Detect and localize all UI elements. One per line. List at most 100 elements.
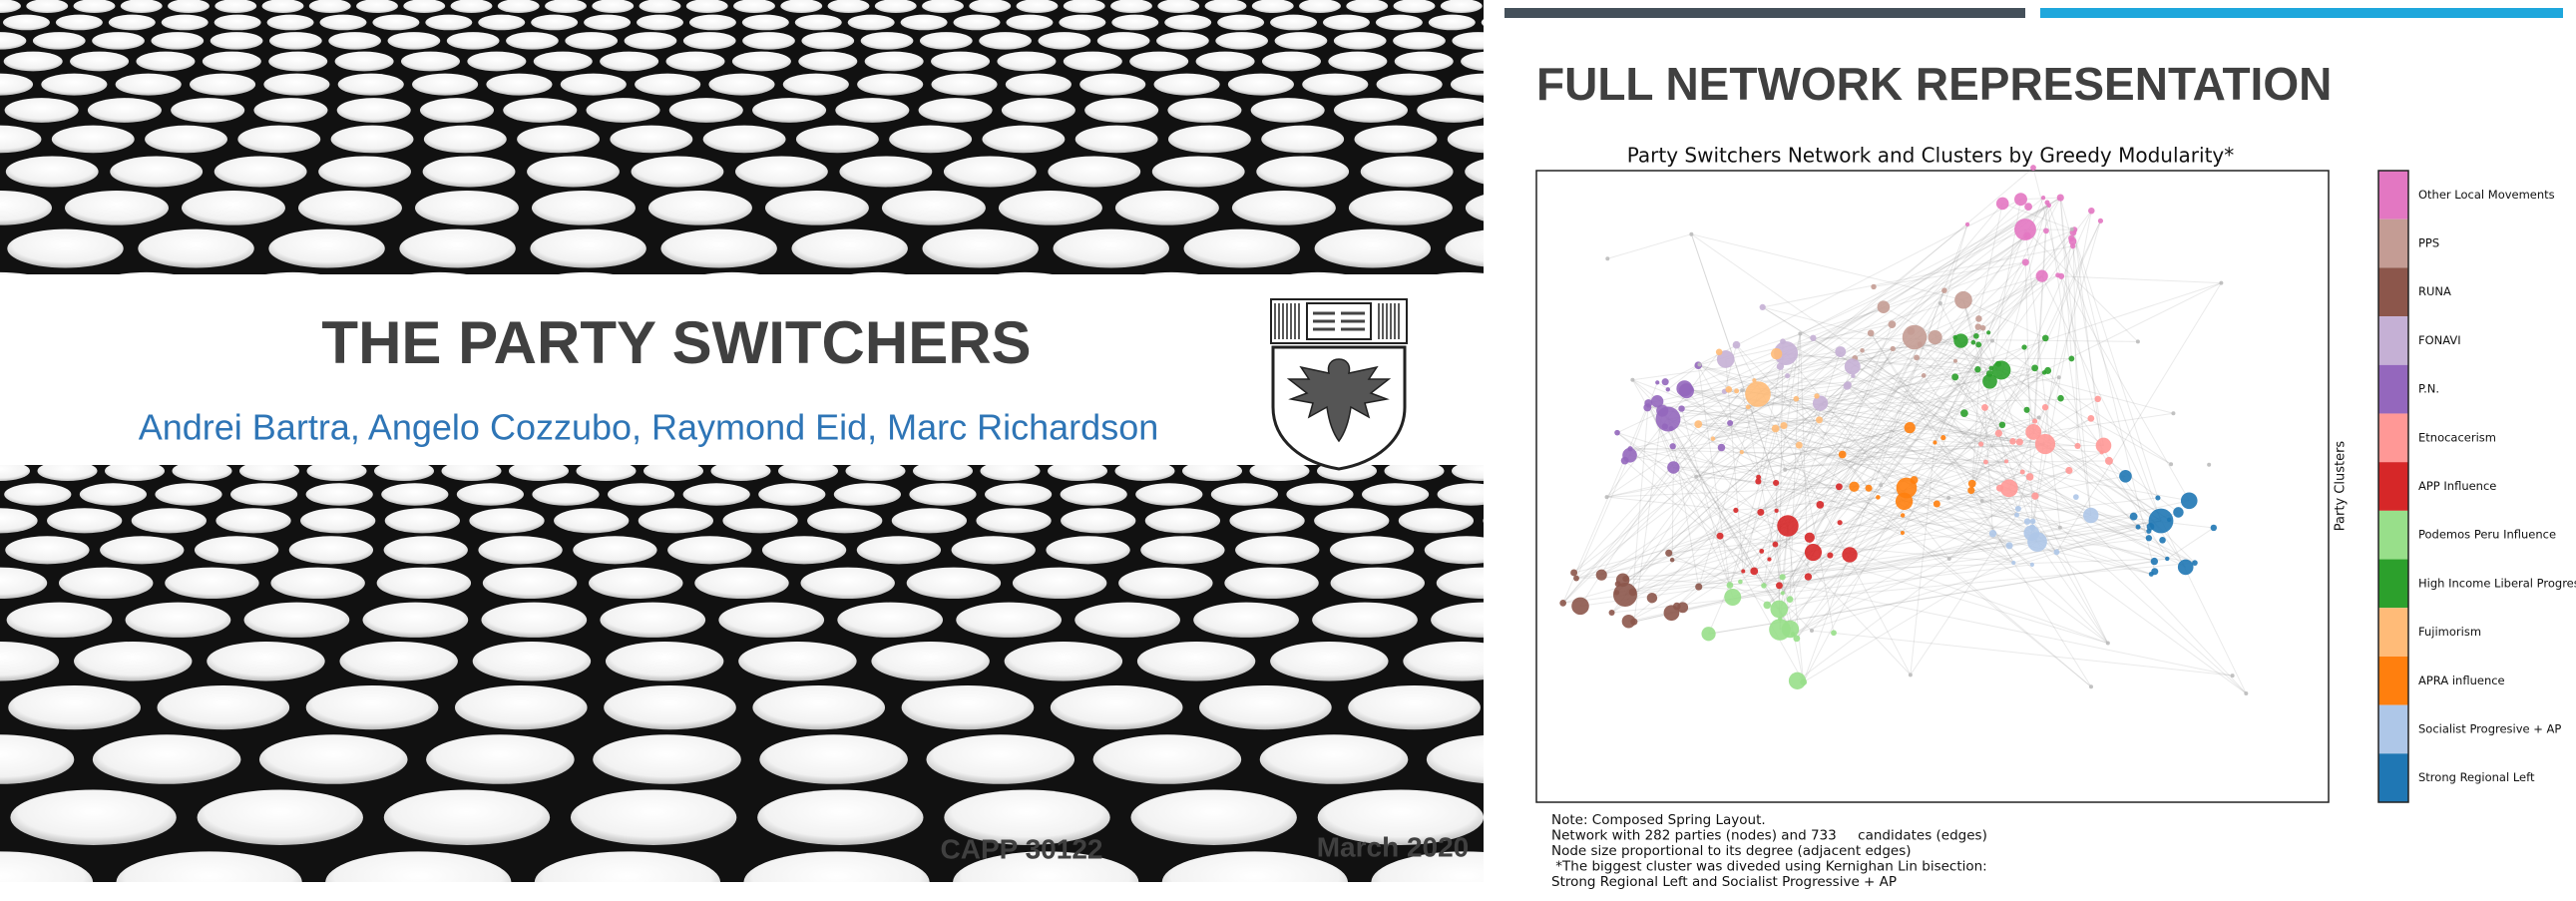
dish (1323, 15, 1370, 31)
network-node (2088, 208, 2095, 215)
network-node (2087, 415, 2094, 422)
dish (919, 98, 993, 123)
dish (783, 74, 849, 96)
network-node (1905, 422, 1916, 433)
dish (882, 191, 986, 225)
dish (718, 603, 824, 638)
dish (306, 483, 373, 505)
dish (926, 734, 1074, 784)
dish (116, 74, 182, 96)
network-node (2231, 674, 2235, 677)
dish (171, 98, 244, 123)
dish (1314, 508, 1389, 533)
dish (401, 52, 460, 72)
dish (10, 789, 176, 844)
dish (703, 126, 786, 154)
dish (1334, 32, 1387, 50)
network-node (2023, 232, 2030, 239)
dish (481, 603, 587, 638)
network-node (1571, 598, 1589, 616)
network-node (2065, 467, 2072, 474)
dish (203, 52, 261, 72)
dish (1111, 15, 1158, 31)
dish (384, 789, 550, 844)
network-node (1989, 530, 1996, 537)
dish (455, 685, 588, 729)
dish (901, 15, 948, 31)
colorbar-tick-label: RUNA (2418, 284, 2451, 298)
dish (800, 568, 894, 599)
network-node (1951, 373, 1958, 380)
network-node (1798, 332, 1802, 336)
dish (318, 156, 411, 187)
network-node (2044, 367, 2051, 374)
network-node (1839, 451, 1847, 459)
network-node (2014, 193, 2027, 206)
dish (328, 32, 381, 50)
dish (600, 603, 705, 638)
network-node (1975, 323, 1981, 329)
network-node (1664, 605, 1680, 621)
dish (1425, 536, 1508, 564)
dish (47, 508, 122, 533)
network-node (1773, 480, 1779, 486)
dish (1184, 229, 1300, 268)
network-node (2031, 364, 2038, 371)
dish (530, 229, 645, 268)
network-node (2178, 560, 2194, 576)
dish (158, 685, 290, 729)
network-node (1971, 340, 1976, 345)
dish (976, 508, 1051, 533)
network-node (1814, 393, 1819, 398)
authors: Andrei Bartra, Angelo Cozzubo, Raymond E… (139, 407, 1159, 448)
dish (335, 52, 394, 72)
dish (1437, 568, 1530, 599)
dish (3, 15, 50, 31)
network-node (1981, 404, 1988, 411)
network-node (1946, 496, 1950, 500)
network-node (1711, 436, 1716, 441)
network-node (1947, 557, 1951, 561)
dish (907, 568, 1001, 599)
network-node (1975, 315, 1982, 322)
network-node (2136, 525, 2141, 530)
network-node (1761, 583, 1767, 589)
dish (1079, 74, 1145, 96)
dish (561, 74, 627, 96)
network-node (1614, 430, 1620, 436)
network-node (1669, 426, 1674, 431)
dish (237, 126, 320, 154)
dish (534, 52, 593, 72)
network-node (1968, 480, 1976, 488)
dish (162, 15, 209, 31)
dish (1075, 126, 1158, 154)
network-node (2094, 396, 2100, 402)
colorbar-swatch (2378, 171, 2408, 220)
network-node (1733, 341, 1741, 349)
note-line: Node size proportional to its degree (ad… (1551, 843, 1912, 859)
network-node (2105, 457, 2113, 465)
network-node (1901, 513, 1905, 517)
network-node (1932, 440, 1936, 444)
colorbar-swatch (2378, 511, 2408, 560)
network-node (1965, 223, 1969, 226)
network-node (2024, 518, 2030, 524)
network-node (1655, 380, 1659, 384)
network-node (1780, 422, 1787, 429)
network-node (1772, 425, 1780, 433)
network-node (1678, 405, 1684, 411)
dish (1005, 642, 1122, 680)
network-node (1940, 435, 1945, 440)
notes: Note: Composed Spring Layout.Network wit… (1551, 812, 1987, 890)
network-node (2031, 492, 2038, 499)
network-node (1868, 330, 1875, 337)
dish (683, 32, 736, 50)
dish (517, 126, 600, 154)
network-node (1651, 395, 1663, 407)
dish (604, 685, 736, 729)
network-node (1629, 588, 1637, 596)
dish (190, 74, 255, 96)
dish (865, 52, 924, 72)
network-node (2058, 273, 2064, 279)
dish (571, 789, 736, 844)
